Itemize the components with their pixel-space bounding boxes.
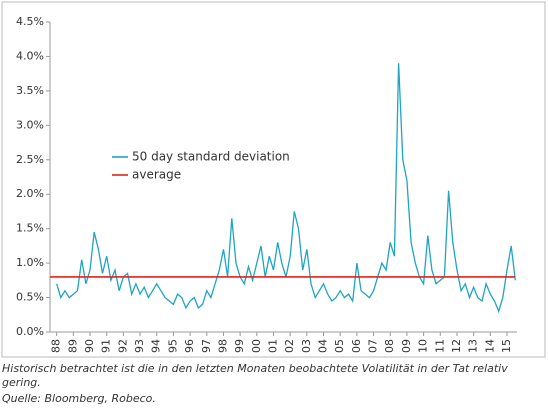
x-tick-label: 07 — [367, 339, 380, 353]
x-tick-label: 10 — [417, 339, 430, 353]
y-tick-label: 4.5% — [16, 15, 44, 28]
x-tick-label: 08 — [383, 339, 396, 353]
x-tick-label: 00 — [250, 339, 263, 353]
x-tick-label: 04 — [317, 339, 330, 353]
y-tick-label: 2.5% — [16, 153, 44, 166]
x-tick-label: 97 — [200, 339, 213, 353]
series-line — [56, 63, 516, 314]
legend-label: 50 day standard deviation — [132, 150, 290, 164]
y-tick-label: 3.5% — [16, 84, 44, 97]
x-tick-label: 93 — [133, 339, 146, 353]
x-tick-label: 02 — [283, 339, 296, 353]
x-tick-label: 14 — [483, 339, 496, 353]
y-tick-label: 4.0% — [16, 49, 44, 62]
x-tick-label: 92 — [116, 339, 129, 353]
x-tick-label: 09 — [400, 339, 413, 353]
x-tick-label: 99 — [233, 339, 246, 353]
y-tick-label: 0.0% — [16, 325, 44, 338]
x-tick-label: 88 — [50, 339, 63, 353]
chart-frame — [1, 1, 546, 358]
x-tick-label: 06 — [350, 339, 363, 353]
x-tick-label: 89 — [66, 339, 79, 353]
chart: 0.0% 0.5% 1.0% 1.5% 2.0% 2.5% 3.0% 3.5% 4.0% 4.5%… — [1, 1, 546, 358]
source: Quelle: Bloomberg, Robeco. — [2, 392, 156, 405]
y-tick-label: 3.0% — [16, 118, 44, 131]
x-tick-label: 03 — [300, 339, 313, 353]
x-tick-label: 11 — [433, 339, 446, 353]
x-tick-label: 05 — [333, 339, 346, 353]
y-tick-label: 2.0% — [16, 187, 44, 200]
x-tick-label: 01 — [266, 339, 279, 353]
x-tick-label: 95 — [166, 339, 179, 353]
x-tick-label: 13 — [467, 339, 480, 353]
caption: Historisch betrachtet ist die in den let… — [2, 362, 508, 389]
y-tick-label: 1.0% — [16, 256, 44, 269]
x-tick-label: 15 — [500, 339, 513, 353]
x-tick-label: 12 — [450, 339, 463, 353]
y-tick-label: 1.5% — [16, 222, 44, 235]
x-tick-label: 94 — [150, 339, 163, 353]
x-tick-label: 96 — [183, 339, 196, 353]
legend-label: average — [132, 168, 181, 182]
x-tick-label: 90 — [83, 339, 96, 353]
y-tick-label: 0.5% — [16, 291, 44, 304]
x-tick-label: 91 — [100, 339, 113, 353]
x-tick-label: 98 — [216, 339, 229, 353]
